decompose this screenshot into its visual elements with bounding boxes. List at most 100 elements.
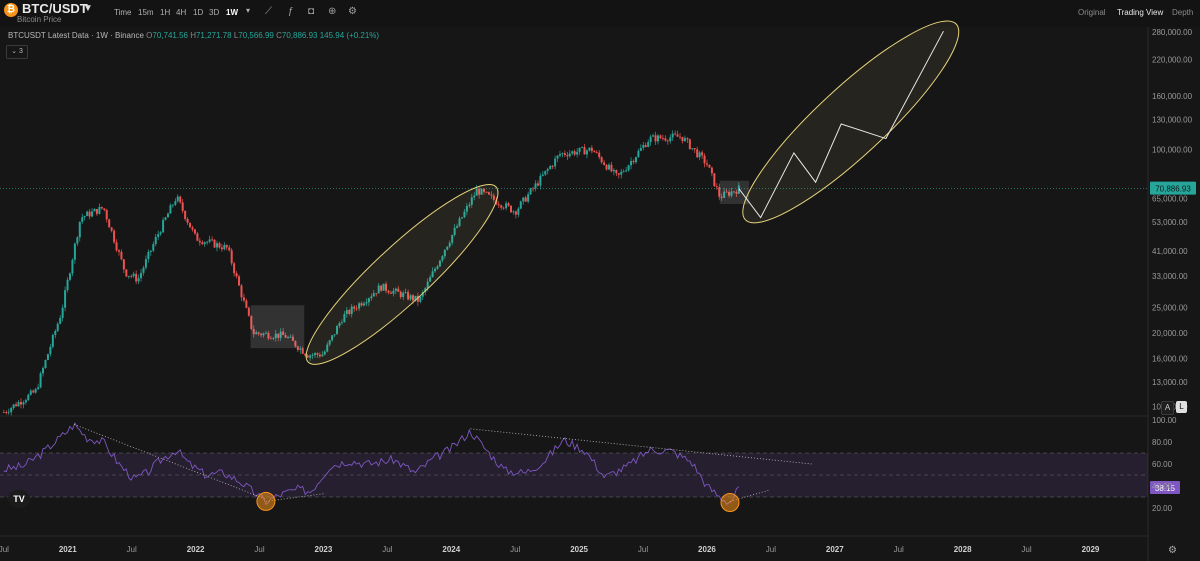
candle-body <box>652 135 655 137</box>
timeframe-3d[interactable]: 3D <box>209 8 220 17</box>
candle-body <box>137 278 140 282</box>
candle-body <box>93 208 96 212</box>
screenshot-icon[interactable]: ◘ <box>308 6 315 17</box>
time-axis-settings-icon[interactable]: ⚙ <box>1168 545 1177 556</box>
candle-body <box>113 230 116 243</box>
candle-body <box>176 196 179 202</box>
candle-body <box>39 373 42 388</box>
candle-body <box>208 239 211 242</box>
candle-body <box>91 211 94 217</box>
candle-body <box>338 323 341 327</box>
candle-body <box>274 333 277 339</box>
candle-body <box>701 152 704 156</box>
candle-body <box>715 186 718 188</box>
rsi-band <box>0 453 1148 497</box>
legend-open-label: O <box>146 31 153 40</box>
candle-body <box>125 269 128 277</box>
candle-body <box>737 185 740 194</box>
candle-body <box>228 247 231 251</box>
time-tick-label: 2024 <box>442 545 460 554</box>
candle-body <box>22 402 25 405</box>
log-scale-button[interactable]: L <box>1176 401 1187 413</box>
candle-body <box>380 285 383 291</box>
candle-body <box>269 338 272 340</box>
candle-body <box>588 147 591 151</box>
candle-body <box>122 259 125 270</box>
candle-body <box>664 138 667 141</box>
candle-body <box>56 323 59 331</box>
chevron-down-icon[interactable]: ▼ <box>83 3 93 14</box>
legend-collapse-button[interactable]: ⌄ 3 <box>6 45 28 59</box>
candle-body <box>505 203 508 209</box>
candle-body <box>353 306 356 309</box>
candle-body <box>644 145 647 147</box>
price-tick-label: 13,000.00 <box>1152 378 1188 387</box>
time-tick-label: 2027 <box>826 545 844 554</box>
candle-body <box>598 152 601 158</box>
candle-body <box>348 310 351 314</box>
settings-icon[interactable]: ⚙ <box>348 6 357 17</box>
add-icon[interactable]: ⊕ <box>328 6 337 17</box>
candle-body <box>323 351 326 355</box>
candle-body <box>7 412 10 414</box>
rsi-tick-label: 40.00 <box>1152 482 1173 491</box>
auto-scale-button[interactable]: A <box>1161 401 1174 415</box>
candle-body <box>34 389 37 393</box>
candle-body <box>500 205 503 208</box>
last-price-tag <box>1150 181 1196 195</box>
candle-body <box>377 285 380 294</box>
candle-body <box>561 153 564 155</box>
price-tick-label: 280,000.00 <box>1152 28 1193 37</box>
candle-body <box>728 191 731 196</box>
candle-body <box>15 404 18 407</box>
candle-body <box>656 135 659 142</box>
candle-body <box>404 292 407 293</box>
candle-body <box>710 167 713 174</box>
candle-body <box>76 237 79 244</box>
indicator-icon[interactable]: ƒ <box>288 6 294 17</box>
candle-body <box>554 158 557 167</box>
candle-body <box>490 194 493 196</box>
candle-body <box>215 243 218 248</box>
candle-body <box>132 273 135 277</box>
timeframe-dropdown-icon[interactable]: ▾ <box>246 6 251 15</box>
candles <box>2 130 740 416</box>
candle-body <box>407 292 410 300</box>
timeframe-1w[interactable]: 1W <box>226 8 238 17</box>
candle-body <box>595 152 598 153</box>
chart-type-icon[interactable]: ⟋ <box>265 6 272 17</box>
candle-body <box>110 227 113 231</box>
candle-body <box>235 273 238 277</box>
candle-body <box>382 283 385 291</box>
candle-body <box>389 292 392 294</box>
timeframe-time[interactable]: Time <box>114 8 132 17</box>
timeframe-4h[interactable]: 4H <box>176 8 187 17</box>
timeframe-15m[interactable]: 15m <box>138 8 154 17</box>
candle-body <box>196 233 199 241</box>
view-original[interactable]: Original <box>1078 8 1106 17</box>
candle-body <box>81 217 84 222</box>
candle-body <box>615 169 618 174</box>
candle-body <box>480 188 483 195</box>
timeframe-1d[interactable]: 1D <box>193 8 204 17</box>
candle-body <box>509 205 512 213</box>
timeframe-1h[interactable]: 1H <box>160 8 171 17</box>
candle-body <box>708 164 711 168</box>
candle-body <box>446 246 449 250</box>
candle-body <box>546 169 549 171</box>
symbol-title[interactable]: BTC/USDT <box>22 1 88 16</box>
time-tick-label: 2023 <box>315 545 333 554</box>
view-trading-view[interactable]: Trading View <box>1117 8 1164 17</box>
rsi-tick-label: 100.00 <box>1152 416 1177 425</box>
candle-body <box>497 204 500 206</box>
consolidation-box-2022 <box>250 305 305 349</box>
candle-body <box>411 295 414 301</box>
candle-body <box>458 218 461 227</box>
price-tick-label: 160,000.00 <box>1152 92 1193 101</box>
candle-body <box>536 183 539 186</box>
view-depth[interactable]: Depth <box>1172 8 1194 17</box>
candle-body <box>573 151 576 155</box>
candle-body <box>470 197 473 205</box>
candle-body <box>600 157 603 163</box>
